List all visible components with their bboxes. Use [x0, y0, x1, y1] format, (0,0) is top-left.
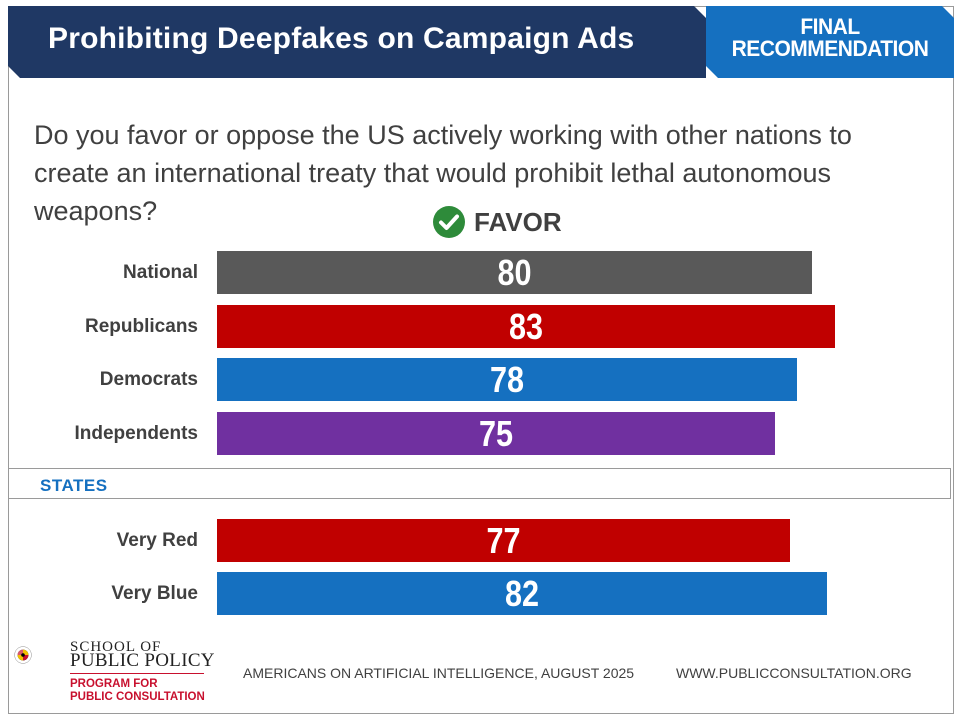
badge-line-2: RECOMMENDATION [731, 36, 929, 62]
university-seal-logo [14, 646, 32, 664]
bar-label: Independents [74, 423, 198, 444]
bar-value-label: 78 [489, 359, 525, 400]
school-name-line-2: PUBLIC POLICY [70, 650, 215, 671]
program-line-1: PROGRAM FOR [70, 678, 158, 690]
bar-label: National [123, 262, 198, 283]
title-banner [8, 6, 706, 78]
bar-label: Very Red [116, 530, 198, 551]
bar-value-label: 83 [508, 306, 544, 347]
bar [217, 305, 835, 348]
favor-label: FAVOR [474, 206, 562, 237]
bar-value-label: 82 [504, 573, 540, 614]
program-line-2: PUBLIC CONSULTATION [70, 691, 205, 703]
states-section-label: STATES [40, 476, 108, 495]
badge-line-1: FINAL [800, 14, 860, 40]
survey-question: Do you favor or oppose the US actively w… [34, 120, 852, 226]
bar-label: Republicans [85, 316, 198, 337]
bar [217, 251, 812, 294]
states-divider [8, 468, 951, 499]
bar-value-label: 80 [497, 252, 532, 293]
bar-label: Very Blue [111, 583, 198, 604]
bar-value-label: 77 [486, 520, 521, 561]
footer-website[interactable]: WWW.PUBLICCONSULTATION.ORG [676, 665, 912, 681]
footer-source: AMERICANS ON ARTIFICIAL INTELLIGENCE, AU… [243, 665, 635, 681]
recommendation-badge-text: FINAL RECOMMENDATION [706, 16, 954, 60]
bar-value-label: 75 [478, 413, 514, 454]
bar [217, 358, 797, 401]
bar [217, 519, 790, 562]
bar-label: Democrats [99, 369, 198, 390]
recommendation-badge [706, 6, 954, 78]
bar [217, 572, 827, 615]
favor-legend: FAVOR [432, 205, 562, 239]
checkmark-icon [433, 206, 465, 238]
program-name: PROGRAM FOR PUBLIC CONSULTATION [70, 678, 205, 704]
school-name-line-1: SCHOOL OF [70, 639, 162, 655]
slide-title: Prohibiting Deepfakes on Campaign Ads [48, 22, 635, 55]
bar [217, 412, 775, 455]
logo-divider [70, 673, 204, 674]
